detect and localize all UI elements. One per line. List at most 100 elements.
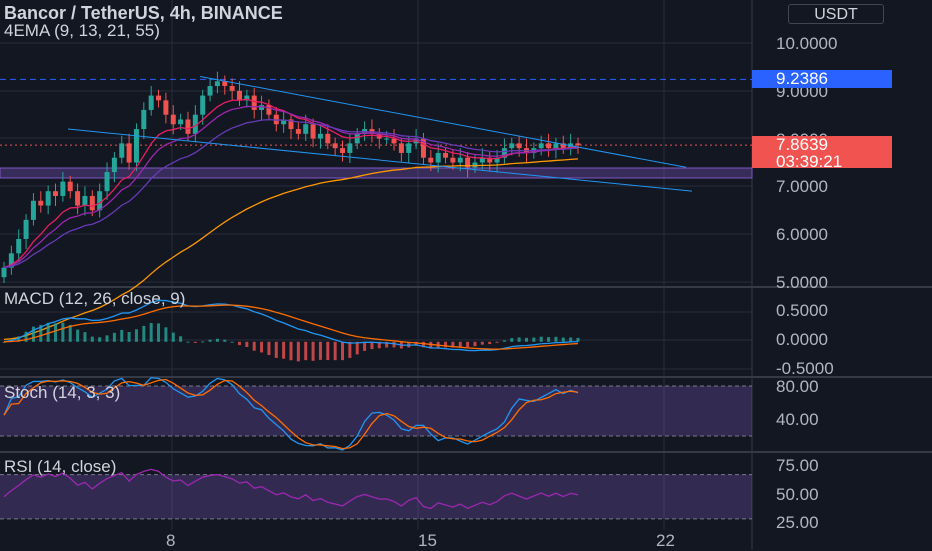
candle-body bbox=[443, 152, 449, 158]
candle-body bbox=[60, 181, 66, 196]
macd-histogram-bar bbox=[267, 341, 271, 356]
macd-histogram-bar bbox=[127, 332, 131, 342]
candle-body bbox=[244, 95, 250, 101]
candle-body bbox=[303, 124, 309, 134]
macd-histogram-bar bbox=[355, 341, 359, 355]
candle-body bbox=[38, 200, 44, 206]
candle-body bbox=[89, 195, 95, 211]
candle-body bbox=[192, 114, 198, 134]
candle-body bbox=[332, 143, 338, 149]
candle-body bbox=[340, 148, 346, 153]
macd-histogram-bar bbox=[76, 329, 80, 342]
macd-line bbox=[3, 299, 579, 352]
macd-histogram-bar bbox=[245, 341, 249, 348]
macd-histogram-bar bbox=[237, 341, 241, 346]
candle-body bbox=[148, 95, 154, 110]
macd-histogram-bar bbox=[569, 337, 573, 342]
macd-histogram-bar bbox=[120, 329, 124, 342]
candle-body bbox=[229, 86, 235, 91]
candle-body bbox=[104, 172, 110, 192]
ema-55-line bbox=[3, 158, 579, 341]
macd-tick: 0.0000 bbox=[776, 330, 828, 349]
macd-histogram-bar bbox=[31, 326, 35, 342]
macd-histogram-bar bbox=[223, 339, 227, 342]
macd-histogram-bar bbox=[90, 336, 94, 342]
macd-histogram-bar bbox=[39, 324, 43, 342]
candle-body bbox=[214, 81, 220, 87]
macd-histogram-bar bbox=[495, 341, 499, 343]
macd-histogram-bar bbox=[179, 336, 183, 342]
macd-histogram-bar bbox=[370, 341, 374, 350]
candle-body bbox=[207, 86, 213, 96]
macd-tick: -0.5000 bbox=[776, 359, 834, 378]
macd-histogram-bar bbox=[171, 332, 175, 342]
macd-histogram-bar bbox=[473, 341, 477, 347]
macd-histogram-bar bbox=[54, 323, 58, 342]
alert-price-tag[interactable]: 9.2386 bbox=[752, 70, 892, 88]
macd-histogram-bar bbox=[98, 337, 102, 342]
candle-body bbox=[163, 100, 169, 115]
candle-body bbox=[97, 191, 103, 211]
macd-histogram-bar bbox=[68, 324, 72, 342]
candle-body bbox=[156, 95, 162, 101]
macd-label[interactable]: MACD (12, 26, close, 9) bbox=[4, 289, 186, 308]
macd-histogram-bar bbox=[193, 341, 197, 343]
candle-body bbox=[259, 105, 265, 110]
macd-histogram-bar bbox=[201, 341, 205, 343]
time-tick: 22 bbox=[656, 531, 675, 550]
macd-histogram-bar bbox=[532, 337, 536, 342]
stoch-band bbox=[0, 386, 752, 436]
candle-body bbox=[575, 143, 581, 146]
candle-body bbox=[30, 200, 36, 220]
macd-histogram-bar bbox=[304, 341, 308, 361]
macd-histogram-bar bbox=[466, 341, 470, 348]
price-tick: 6.0000 bbox=[776, 225, 828, 244]
candle-body bbox=[465, 157, 471, 168]
ema-indicator-label[interactable]: 4EMA (9, 13, 21, 55) bbox=[4, 21, 160, 40]
candle-body bbox=[406, 143, 412, 153]
candle-body bbox=[236, 90, 242, 101]
price-tick: 5.0000 bbox=[776, 273, 828, 292]
candle-body bbox=[8, 253, 14, 268]
candle-body bbox=[16, 238, 22, 254]
candle-body bbox=[53, 191, 59, 196]
price-tick: 10.0000 bbox=[776, 34, 838, 53]
time-tick: 15 bbox=[418, 531, 437, 550]
stoch-label[interactable]: Stoch (14, 3, 3) bbox=[4, 383, 121, 402]
macd-histogram-bar bbox=[215, 338, 219, 342]
macd-histogram-bar bbox=[2, 341, 6, 343]
macd-histogram-bar bbox=[377, 341, 381, 349]
macd-histogram-bar bbox=[510, 338, 514, 342]
macd-histogram-bar bbox=[289, 341, 293, 361]
stoch-k-line bbox=[3, 377, 579, 451]
candle-body bbox=[428, 157, 434, 163]
macd-histogram-bar bbox=[274, 341, 278, 358]
macd-signal-line bbox=[3, 304, 579, 350]
candle-body bbox=[420, 138, 426, 158]
rsi-tick: 50.00 bbox=[776, 485, 819, 504]
macd-histogram-bar bbox=[451, 341, 455, 348]
candle-body bbox=[325, 133, 331, 144]
macd-histogram-bar bbox=[392, 341, 396, 348]
candle-body bbox=[501, 148, 507, 158]
macd-histogram-bar bbox=[282, 341, 286, 359]
macd-histogram-bar bbox=[157, 323, 161, 342]
candle-body bbox=[457, 157, 463, 163]
candle-body bbox=[133, 129, 139, 163]
candle-body bbox=[141, 109, 147, 130]
macd-histogram-bar bbox=[333, 341, 337, 361]
candle-body bbox=[126, 143, 132, 163]
candle-body bbox=[295, 129, 301, 134]
stoch-tick: 80.00 bbox=[776, 377, 819, 396]
currency-button[interactable]: USDT bbox=[788, 4, 884, 24]
candle-body bbox=[317, 133, 323, 139]
rsi-label[interactable]: RSI (14, close) bbox=[4, 457, 117, 476]
trendline-lower bbox=[67, 128, 693, 192]
candle-body bbox=[222, 81, 228, 87]
candle-body bbox=[546, 143, 552, 149]
macd-histogram-bar bbox=[260, 341, 264, 353]
candle-body bbox=[178, 119, 184, 125]
candle-body bbox=[516, 143, 522, 149]
macd-histogram-bar bbox=[230, 341, 234, 343]
